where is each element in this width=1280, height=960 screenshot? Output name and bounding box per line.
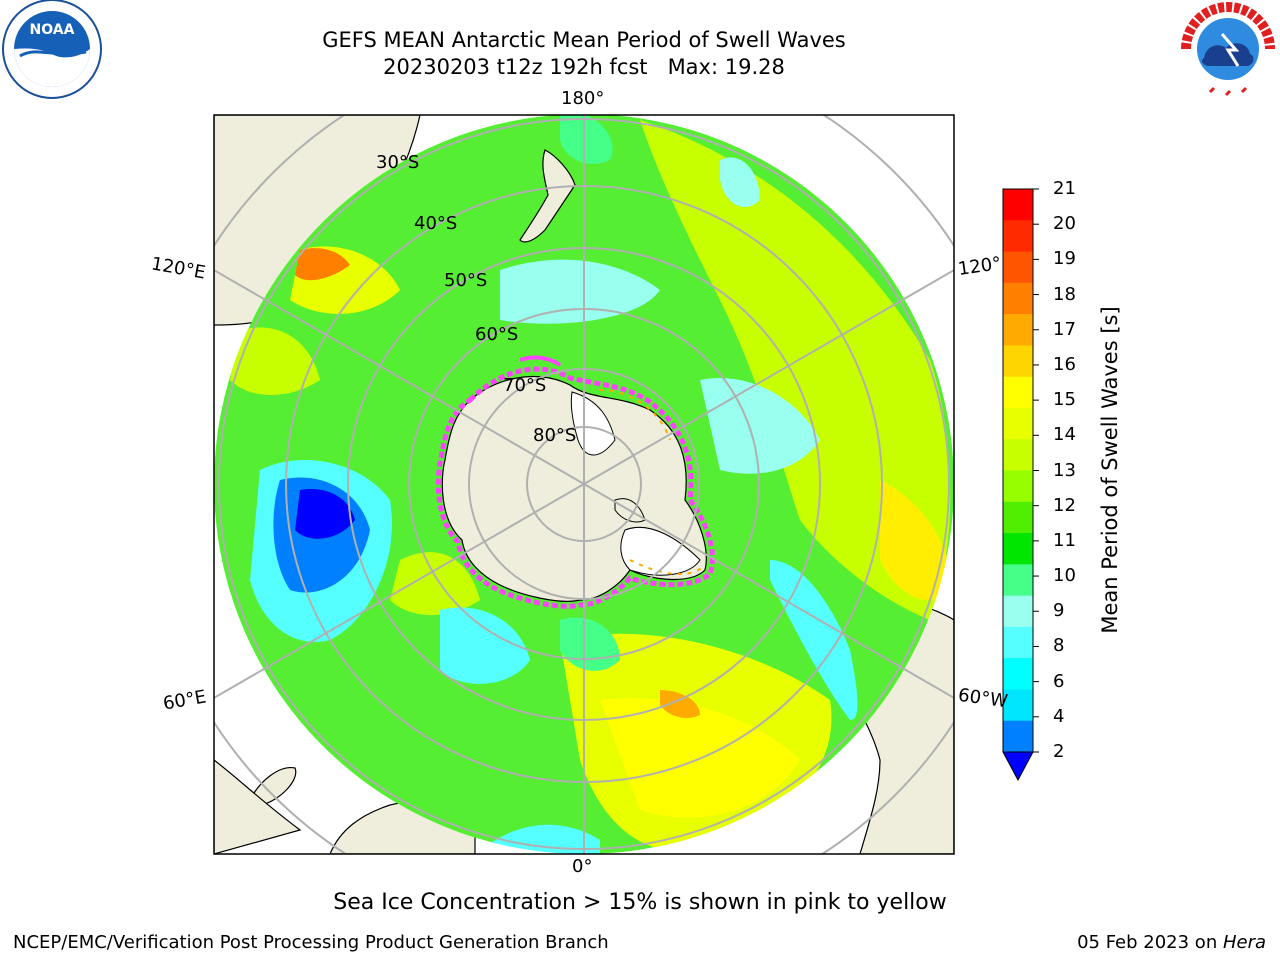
lon-label-180: 180° [561, 88, 605, 109]
colorbar-segment [1003, 407, 1033, 440]
colorbar-tick-label: 4 [1053, 705, 1065, 727]
lat-label-40s: 40°S [414, 213, 458, 234]
colorbar-tick-label: 13 [1053, 459, 1076, 481]
colorbar-segment [1003, 439, 1033, 471]
nws-logo [1181, 2, 1275, 97]
map-frame [213, 114, 955, 855]
colorbar-tick-label: 8 [1053, 635, 1065, 657]
footer-date-text: 05 Feb 2023 on [1077, 932, 1223, 953]
map-subtitle: 20230203 t12z 192h fcst Max: 19.28 [383, 55, 785, 79]
colorbar-tick-label: 19 [1053, 248, 1076, 270]
footer-credit: NCEP/EMC/Verification Post Processing Pr… [13, 932, 609, 953]
lat-label-80s: 80°S [533, 425, 577, 446]
colorbar-tick-label: 15 [1053, 389, 1076, 411]
colorbar [1002, 188, 1039, 753]
colorbar-tick-label: 21 [1053, 178, 1076, 199]
colorbar-segment [1003, 689, 1033, 722]
lon-label-0: 0° [572, 856, 593, 877]
colorbar-segment [1003, 533, 1033, 565]
sea-ice-caption: Sea Ice Concentration > 15% is shown in … [333, 890, 947, 915]
colorbar-segment [1003, 720, 1033, 753]
colorbar-tick-label: 6 [1053, 670, 1065, 692]
colorbar-label: Mean Period of Swell Waves [s] [1098, 306, 1122, 634]
map-title: GEFS MEAN Antarctic Mean Period of Swell… [322, 28, 846, 52]
colorbar-under-triangle [1002, 751, 1034, 782]
lat-label-30s: 30°S [376, 152, 420, 173]
colorbar-tick-label: 2 [1053, 741, 1065, 762]
footer-machine: Hera [1222, 932, 1266, 953]
graticule [214, 115, 954, 854]
lat-label-50s: 50°S [444, 270, 488, 291]
noaa-logo: NOAA [2, 0, 102, 99]
footer-date: 05 Feb 2023 on Hera [1077, 932, 1266, 953]
colorbar-segment [1003, 345, 1033, 378]
colorbar-tick-label: 12 [1053, 494, 1076, 516]
colorbar-segment [1003, 189, 1033, 221]
noaa-logo-text: NOAA [30, 22, 75, 38]
colorbar-tick-label: 11 [1053, 529, 1076, 551]
colorbar-segment [1003, 282, 1033, 315]
colorbar-segment [1003, 501, 1033, 534]
colorbar-segment [1003, 314, 1033, 346]
weddell-ice-shelf [620, 526, 701, 576]
lat-label-70s: 70°S [503, 375, 547, 396]
ross-ice-shelf [570, 391, 616, 456]
lat-label-60s: 60°S [475, 324, 519, 345]
colorbar-tick-label: 20 [1053, 213, 1076, 235]
colorbar-segment [1003, 626, 1033, 659]
lower-left-land [214, 759, 302, 854]
colorbar-tick-label: 16 [1053, 353, 1076, 375]
colorbar-segment [1003, 220, 1033, 253]
colorbar-tick-label: 10 [1053, 565, 1076, 587]
colorbar-tick-label: 18 [1053, 283, 1076, 305]
colorbar-segment [1003, 376, 1033, 409]
colorbar-segment [1003, 595, 1033, 628]
colorbar-segment [1003, 658, 1033, 690]
colorbar-tick-label: 14 [1053, 424, 1076, 446]
colorbar-segment [1003, 251, 1033, 284]
colorbar-tick-label: 17 [1053, 318, 1076, 340]
colorbar-segment [1003, 564, 1033, 597]
colorbar-tick-label: 9 [1053, 600, 1065, 622]
new-zealand-land [519, 149, 576, 243]
colorbar-segment [1003, 470, 1033, 503]
